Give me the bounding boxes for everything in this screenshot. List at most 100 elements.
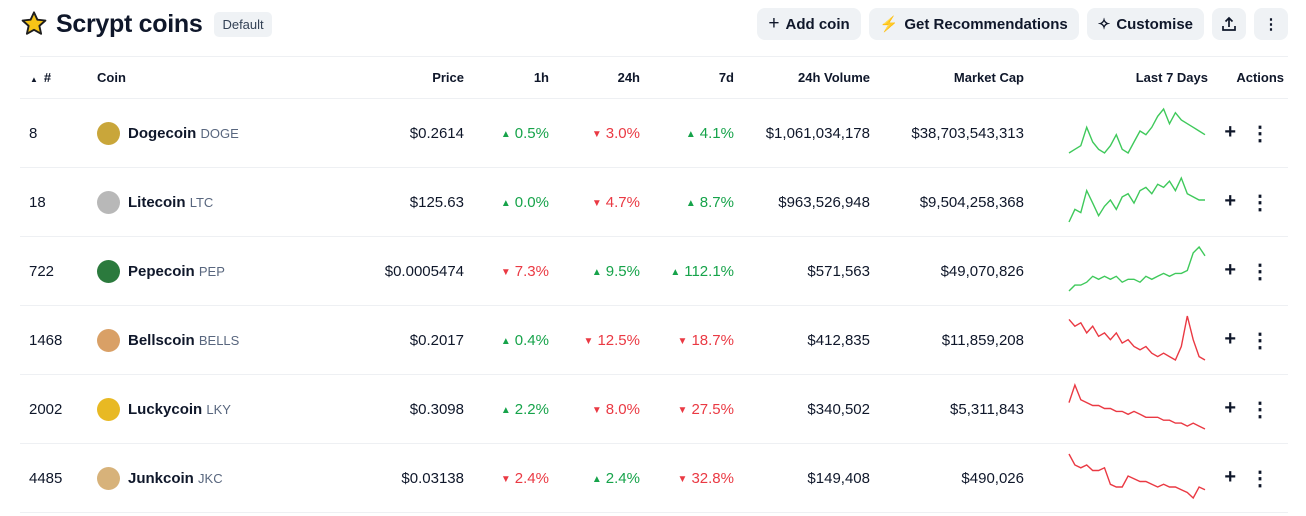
more-vertical-icon[interactable]: ⋮ [1250,398,1270,421]
more-vertical-icon: ⋮ [1263,16,1279,33]
more-vertical-icon[interactable]: ⋮ [1250,122,1270,145]
sparkline-line [1068,245,1206,292]
market-cap: $490,026 [874,443,1028,513]
coin-cell[interactable]: Dogecoin DOGE [93,98,348,168]
coin-logo-icon [97,466,120,490]
h1-change: ▲ 0.4% [468,305,553,375]
more-vertical-icon[interactable]: ⋮ [1250,191,1270,214]
d7-change: ▼ 27.5% [644,374,738,444]
caret-up-icon: ▲ [685,197,696,209]
volume: $571,563 [738,236,874,306]
add-to-portfolio-icon[interactable]: + [1224,465,1236,488]
sparkline-line [1068,176,1205,223]
sparkline-cell [1028,236,1212,306]
plus-icon: + [768,13,780,34]
table-row[interactable]: 8 Dogecoin DOGE $0.2614 ▲ 0.5% ▼ 3.0% ▲ 4.1% … [20,98,1288,168]
caret-down-icon: ▼ [583,335,594,347]
volume: $1,061,034,178 [738,98,874,168]
coin-cell[interactable]: Junkcoin JKC [93,443,348,513]
add-coin-button[interactable]: + Add coin [757,8,861,40]
caret-down-icon: ▼ [677,404,688,416]
d7-change: ▲ 8.7% [644,167,738,237]
coin-name[interactable]: Luckycoin [128,400,203,418]
caret-up-icon: ▲ [670,266,681,278]
d7-change: ▼ 32.8% [644,443,738,513]
sparkline-cell [1028,443,1212,513]
add-to-portfolio-icon[interactable]: + [1224,327,1236,350]
more-options-button[interactable]: ⋮ [1254,8,1288,40]
add-to-portfolio-icon[interactable]: + [1224,258,1236,281]
h1-change: ▼ 2.4% [468,443,553,513]
caret-up-icon: ▲ [685,128,696,140]
page-header: Scrypt coins Default + Add coin ⚡ Get Reco… [20,8,1288,40]
upload-icon [1222,16,1236,31]
rank-header[interactable]: ▲ # [20,56,93,99]
price: $125.63 [348,167,468,237]
add-to-portfolio-icon[interactable]: + [1224,189,1236,212]
table-row[interactable]: 2002 Luckycoin LKY $0.3098 ▲ 2.2% ▼ 8.0% ▼ 27… [20,374,1288,444]
coin-symbol: LKY [206,401,231,417]
caret-down-icon: ▼ [500,266,511,278]
table-row[interactable]: 18 Litecoin LTC $125.63 ▲ 0.0% ▼ 4.7% ▲ 8.7% … [20,167,1288,237]
d7-change: ▲ 4.1% [644,98,738,168]
default-badge: Default [214,11,272,37]
24h-header[interactable]: 24h [553,56,644,99]
get-recommendations-button[interactable]: ⚡ Get Recommendations [868,8,1079,40]
sparkline-cell [1028,98,1212,168]
coin-symbol: LTC [189,194,214,210]
market-cap: $9,504,258,368 [874,167,1028,237]
h24-change: ▼ 4.7% [553,167,644,237]
7d-header[interactable]: 7d [644,56,738,99]
coin-cell[interactable]: Luckycoin LKY [93,374,348,444]
sparkline-line [1068,107,1206,154]
more-vertical-icon[interactable]: ⋮ [1250,260,1270,283]
coin-name[interactable]: Pepecoin [128,262,195,280]
coin-name[interactable]: Litecoin [128,193,186,211]
sparkline [1068,382,1206,430]
h1-change: ▲ 0.5% [468,98,553,168]
coin-cell[interactable]: Pepecoin PEP [93,236,348,306]
more-vertical-icon[interactable]: ⋮ [1250,329,1270,352]
h24-change: ▼ 12.5% [553,305,644,375]
caret-down-icon: ▼ [500,473,511,485]
coin-logo-icon [97,259,120,283]
volume: $340,502 [738,374,874,444]
1h-header[interactable]: 1h [468,56,553,99]
table-row[interactable]: 1468 Bellscoin BELLS $0.2017 ▲ 0.4% ▼ 12.5%… [20,305,1288,375]
market-cap-header[interactable]: Market Cap [874,56,1028,99]
table-row[interactable]: 4485 Junkcoin JKC $0.03138 ▼ 2.4% ▲ 2.4% ▼ 32… [20,443,1288,513]
add-to-portfolio-icon[interactable]: + [1224,120,1236,143]
coin-cell[interactable]: Bellscoin BELLS [93,305,348,375]
sparkline [1068,245,1206,292]
coin-table: ▲ # Coin Price 1h 24h 7d 24h Volume Marke… [20,56,1288,513]
rank: 722 [20,236,93,306]
coin-symbol: DOGE [200,125,239,141]
share-button[interactable] [1212,8,1246,40]
coin-name[interactable]: Bellscoin [128,331,195,349]
more-vertical-icon[interactable]: ⋮ [1250,467,1270,490]
magic-wand-icon: ⚡ [879,16,899,33]
page-title: Scrypt coins [56,9,203,38]
sparkline-cell [1028,374,1212,444]
coin-name[interactable]: Junkcoin [128,469,194,487]
customise-button[interactable]: ✧ Customise [1086,8,1204,40]
volume-header[interactable]: 24h Volume [738,56,874,99]
table-row[interactable]: 722 Pepecoin PEP $0.0005474 ▼ 7.3% ▲ 9.5% ▲ 1… [20,236,1288,306]
add-to-portfolio-icon[interactable]: + [1224,396,1236,419]
coin-header[interactable]: Coin [93,56,348,99]
caret-up-icon: ▲ [500,197,511,209]
price-header[interactable]: Price [348,56,468,99]
coin-name[interactable]: Dogecoin [128,124,197,142]
star-icon[interactable] [20,10,48,38]
coin-cell[interactable]: Litecoin LTC [93,167,348,237]
coin-logo-icon [97,328,120,352]
coin-symbol: PEP [198,263,225,279]
price: $0.2017 [348,305,468,375]
volume: $963,526,948 [738,167,874,237]
sparkline-cell [1028,167,1212,237]
rank: 18 [20,167,93,237]
rank: 4485 [20,443,93,513]
actions-header: Actions [1212,56,1288,99]
caret-up-icon: ▲ [500,404,511,416]
h1-change: ▲ 0.0% [468,167,553,237]
